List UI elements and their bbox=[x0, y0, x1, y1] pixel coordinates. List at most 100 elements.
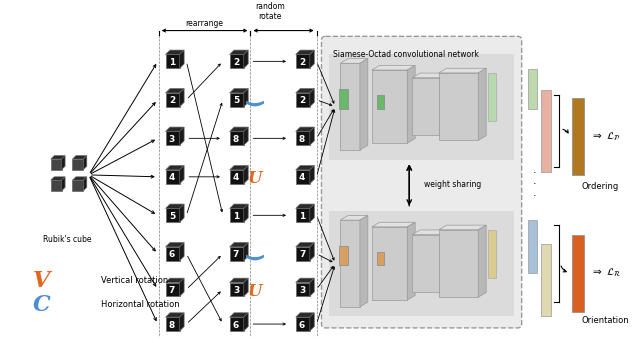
Polygon shape bbox=[166, 317, 180, 331]
Polygon shape bbox=[372, 65, 415, 70]
Text: 4: 4 bbox=[299, 173, 305, 182]
Polygon shape bbox=[296, 170, 310, 184]
Polygon shape bbox=[230, 127, 248, 132]
Polygon shape bbox=[180, 204, 184, 222]
Text: 8: 8 bbox=[233, 135, 239, 144]
Polygon shape bbox=[310, 313, 314, 331]
Polygon shape bbox=[180, 166, 184, 184]
Text: 7: 7 bbox=[169, 286, 175, 295]
Polygon shape bbox=[296, 317, 310, 331]
Polygon shape bbox=[244, 127, 248, 145]
Bar bbox=[527, 69, 538, 110]
Polygon shape bbox=[440, 230, 448, 292]
Polygon shape bbox=[166, 208, 180, 222]
Polygon shape bbox=[166, 278, 184, 283]
Polygon shape bbox=[180, 278, 184, 296]
Text: 3: 3 bbox=[233, 286, 239, 295]
Polygon shape bbox=[166, 283, 180, 296]
Text: 2: 2 bbox=[233, 58, 239, 67]
Polygon shape bbox=[166, 93, 180, 107]
Polygon shape bbox=[360, 59, 368, 150]
Text: (: ( bbox=[245, 251, 264, 260]
Bar bbox=[541, 90, 551, 172]
Bar bbox=[339, 89, 348, 108]
FancyBboxPatch shape bbox=[321, 37, 522, 328]
Polygon shape bbox=[51, 155, 65, 159]
Polygon shape bbox=[230, 54, 244, 68]
Polygon shape bbox=[296, 243, 314, 247]
Polygon shape bbox=[72, 159, 83, 170]
Text: weight sharing: weight sharing bbox=[424, 180, 481, 189]
Text: 2: 2 bbox=[299, 58, 305, 67]
Bar bbox=[488, 73, 496, 121]
Polygon shape bbox=[230, 208, 244, 222]
Polygon shape bbox=[372, 227, 407, 300]
Text: $\Rightarrow\ \mathcal{L}_{\mathcal{P}}$: $\Rightarrow\ \mathcal{L}_{\mathcal{P}}$ bbox=[589, 130, 620, 143]
Polygon shape bbox=[310, 243, 314, 261]
Polygon shape bbox=[340, 59, 368, 63]
Polygon shape bbox=[310, 127, 314, 145]
Bar bbox=[541, 244, 551, 316]
Bar bbox=[377, 252, 383, 265]
Text: 2: 2 bbox=[169, 96, 175, 105]
Polygon shape bbox=[360, 216, 368, 307]
Polygon shape bbox=[230, 278, 248, 283]
Text: 6: 6 bbox=[299, 320, 305, 330]
Text: $\Rightarrow\ \mathcal{L}_{\mathcal{R}}$: $\Rightarrow\ \mathcal{L}_{\mathcal{R}}$ bbox=[589, 267, 621, 279]
Polygon shape bbox=[72, 155, 87, 159]
Text: 1: 1 bbox=[169, 58, 175, 67]
Polygon shape bbox=[478, 225, 486, 297]
Text: U: U bbox=[247, 283, 262, 300]
Polygon shape bbox=[230, 283, 244, 296]
Polygon shape bbox=[72, 177, 87, 180]
Polygon shape bbox=[310, 88, 314, 107]
Polygon shape bbox=[166, 54, 180, 68]
Polygon shape bbox=[166, 243, 184, 247]
Text: 1: 1 bbox=[299, 212, 305, 221]
Polygon shape bbox=[230, 204, 248, 208]
Polygon shape bbox=[51, 159, 61, 170]
Polygon shape bbox=[230, 170, 244, 184]
Text: 3: 3 bbox=[299, 286, 305, 295]
Polygon shape bbox=[296, 283, 310, 296]
Polygon shape bbox=[230, 313, 248, 317]
Polygon shape bbox=[310, 278, 314, 296]
Polygon shape bbox=[166, 313, 184, 317]
Polygon shape bbox=[83, 155, 87, 170]
Bar bbox=[339, 246, 348, 265]
Polygon shape bbox=[166, 170, 180, 184]
Polygon shape bbox=[372, 70, 407, 143]
Text: 8: 8 bbox=[299, 135, 305, 144]
Polygon shape bbox=[180, 127, 184, 145]
Bar bbox=[572, 98, 584, 175]
Text: 5: 5 bbox=[233, 96, 239, 105]
Polygon shape bbox=[230, 93, 244, 107]
Polygon shape bbox=[61, 177, 65, 191]
Polygon shape bbox=[296, 54, 310, 68]
Polygon shape bbox=[230, 50, 248, 54]
Polygon shape bbox=[230, 132, 244, 145]
Polygon shape bbox=[310, 204, 314, 222]
Polygon shape bbox=[166, 88, 184, 93]
Bar bbox=[377, 95, 383, 108]
Polygon shape bbox=[230, 88, 248, 93]
Polygon shape bbox=[180, 88, 184, 107]
Text: 6: 6 bbox=[169, 250, 175, 259]
Polygon shape bbox=[166, 132, 180, 145]
Polygon shape bbox=[244, 166, 248, 184]
Text: Rubik's cube: Rubik's cube bbox=[43, 234, 92, 244]
Polygon shape bbox=[310, 50, 314, 68]
Text: V: V bbox=[33, 270, 50, 292]
Polygon shape bbox=[296, 204, 314, 208]
Polygon shape bbox=[296, 247, 310, 261]
Bar bbox=[572, 234, 584, 312]
Text: C: C bbox=[33, 294, 51, 316]
Polygon shape bbox=[180, 50, 184, 68]
Text: 4: 4 bbox=[233, 173, 239, 182]
Text: Siamese-Octad convolutional network: Siamese-Octad convolutional network bbox=[333, 50, 479, 59]
Polygon shape bbox=[478, 68, 486, 140]
Text: (: ( bbox=[245, 97, 264, 106]
Bar bbox=[330, 54, 514, 159]
Polygon shape bbox=[296, 166, 314, 170]
Polygon shape bbox=[244, 204, 248, 222]
